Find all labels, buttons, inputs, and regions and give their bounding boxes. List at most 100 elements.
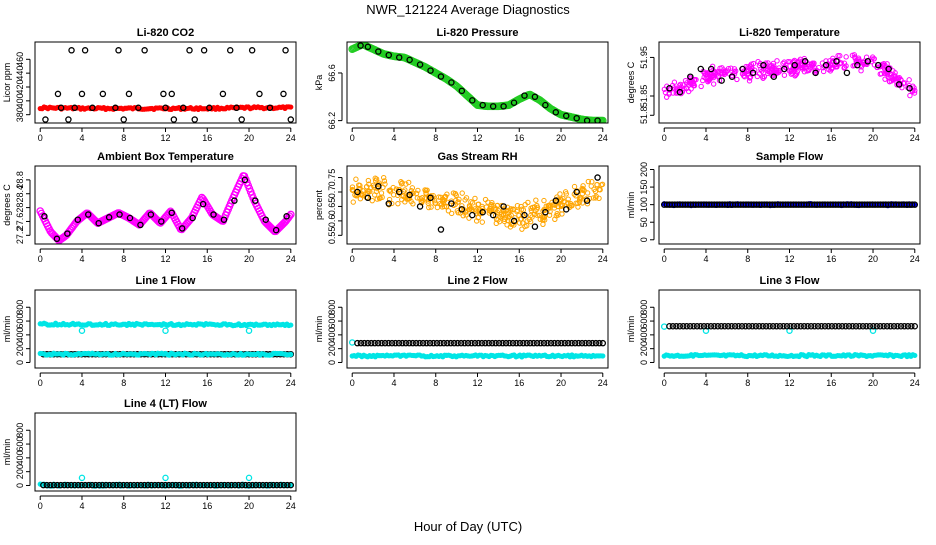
data-point	[43, 481, 51, 489]
data-point	[416, 339, 423, 347]
data-point	[226, 47, 234, 54]
data-point	[734, 76, 740, 83]
data-point	[785, 58, 791, 65]
data-point	[130, 481, 138, 489]
data-point	[78, 327, 86, 334]
data-point	[842, 64, 848, 70]
data-point	[456, 196, 462, 203]
x-tick-label: 16	[202, 501, 212, 511]
x-tick-label: 24	[286, 378, 296, 388]
series-black-points	[42, 47, 295, 123]
data-point	[54, 481, 61, 489]
data-point	[786, 68, 793, 74]
data-point	[385, 51, 393, 59]
data-point	[594, 174, 601, 181]
data-point	[750, 60, 757, 67]
data-point	[871, 56, 877, 62]
data-point	[50, 481, 58, 489]
data-point	[459, 190, 465, 196]
data-point	[151, 481, 159, 489]
y-tick-label: 400	[639, 327, 649, 342]
data-point	[509, 339, 517, 347]
data-point	[430, 339, 437, 347]
data-point	[395, 200, 401, 207]
data-point	[410, 201, 416, 207]
data-point	[546, 212, 553, 218]
data-point	[911, 201, 919, 208]
data-point	[901, 322, 908, 330]
x-tick-label: 20	[868, 378, 878, 388]
data-point	[793, 72, 799, 78]
data-point	[741, 73, 747, 79]
data-point	[102, 481, 110, 489]
data-point	[700, 322, 708, 330]
data-point	[368, 339, 375, 347]
data-point	[259, 481, 267, 489]
data-point	[120, 481, 127, 489]
x-tick-label: 20	[556, 133, 566, 143]
data-point	[248, 47, 256, 54]
data-point	[530, 339, 537, 347]
y-tick-label: 0.55	[327, 227, 337, 245]
data-point	[571, 339, 579, 347]
data-point	[357, 42, 364, 49]
data-point	[835, 52, 841, 59]
data-point	[746, 78, 753, 84]
data-point	[241, 176, 249, 184]
data-point	[759, 322, 766, 330]
data-point	[68, 47, 75, 54]
x-tick-label: 16	[826, 254, 836, 264]
data-point	[887, 65, 893, 71]
data-point	[721, 322, 728, 330]
data-point	[711, 322, 718, 330]
data-point	[519, 220, 526, 226]
data-point	[105, 214, 113, 221]
data-point	[501, 218, 508, 225]
data-point	[224, 481, 232, 489]
data-point	[61, 481, 68, 489]
data-point	[395, 54, 403, 61]
data-point	[585, 339, 593, 347]
data-point	[821, 322, 829, 330]
data-point	[432, 200, 439, 206]
y-tick-label: 0.65	[327, 198, 337, 216]
data-point	[288, 322, 294, 328]
data-point	[504, 217, 511, 224]
data-point	[512, 215, 518, 221]
data-point	[698, 83, 704, 90]
data-point	[349, 186, 356, 193]
x-tick-label: 0	[350, 133, 355, 143]
data-point	[125, 90, 133, 98]
data-point	[489, 211, 497, 219]
data-point	[440, 339, 448, 347]
y-tick-label: 0	[15, 483, 25, 488]
data-point	[364, 194, 372, 202]
data-point	[510, 99, 518, 107]
data-point	[147, 211, 155, 218]
plot-area	[37, 320, 295, 358]
data-point	[284, 481, 291, 489]
data-point	[448, 79, 455, 86]
panel-title: Line 2 Flow	[448, 275, 508, 287]
data-point	[531, 93, 539, 101]
x-tick-label: 24	[286, 501, 296, 511]
data-point	[423, 191, 429, 197]
x-tick-label: 16	[514, 133, 524, 143]
data-point	[776, 322, 784, 330]
y-axis-label: ml/min	[626, 316, 636, 343]
data-point	[537, 216, 543, 222]
data-point	[889, 74, 895, 81]
data-point	[581, 187, 587, 194]
y-tick-label: 200	[327, 341, 337, 356]
x-tick-label: 16	[514, 378, 524, 388]
panel-title: Li-820 Temperature	[739, 27, 840, 39]
data-point	[71, 104, 78, 112]
data-point	[266, 481, 274, 489]
data-point	[109, 481, 117, 489]
data-point	[454, 339, 461, 347]
data-point	[350, 199, 356, 205]
data-point	[178, 225, 186, 232]
data-point	[804, 322, 811, 330]
data-point	[381, 339, 389, 347]
